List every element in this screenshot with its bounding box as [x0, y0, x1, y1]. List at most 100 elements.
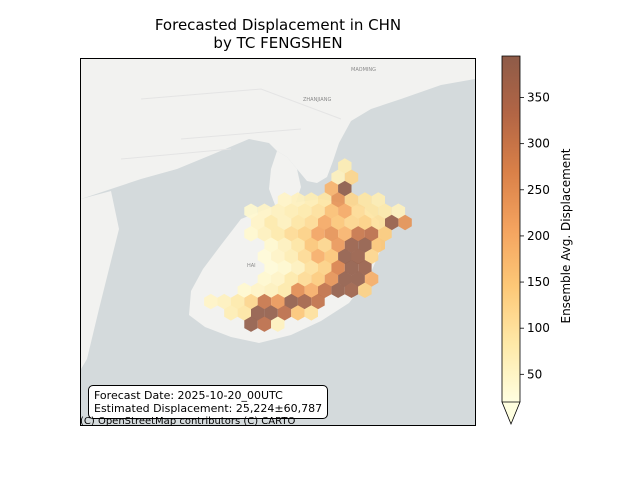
- hex-cell: [318, 192, 332, 208]
- hex-cell: [257, 316, 272, 332]
- hex-cell: [311, 203, 325, 219]
- label-hai: HAI: [247, 263, 256, 269]
- hex-cell: [324, 203, 339, 219]
- forecast-date-text: Forecast Date: 2025-10-20_00UTC: [94, 389, 283, 402]
- hex-cell: [364, 226, 379, 242]
- colorbar-tick-label: 350: [527, 91, 550, 105]
- hex-cell: [251, 305, 265, 321]
- forecast-info-box: Forecast Date: 2025-10-20_00UTC Estimate…: [88, 385, 329, 419]
- colorbar-tick-label: 150: [527, 275, 550, 289]
- vietnam-land: [81, 191, 119, 369]
- hex-cell: [338, 248, 352, 265]
- hex-cell: [378, 226, 392, 242]
- hex-cell: [237, 282, 251, 298]
- hex-cell: [244, 316, 258, 332]
- hex-cell: [291, 214, 305, 231]
- hex-cell: [271, 293, 285, 310]
- hex-cell: [351, 226, 365, 242]
- colorbar: 50 100 150 200 250 300 350: [501, 55, 550, 426]
- chart-title-line2: by TC FENGSHEN: [213, 34, 343, 52]
- hex-cell: [257, 271, 272, 287]
- map-panel[interactable]: MAOMING ZHANJIANG HAI: [80, 58, 476, 426]
- hex-cell: [378, 203, 392, 219]
- hex-cell: [251, 282, 265, 298]
- hex-cell: [284, 248, 298, 265]
- hexbin-layer: [204, 158, 412, 332]
- hex-cell: [257, 248, 272, 265]
- hex-cell: [271, 203, 285, 219]
- hex-cell: [271, 248, 285, 265]
- hex-cell: [304, 282, 318, 298]
- hex-cell: [351, 271, 365, 287]
- hex-cell: [338, 271, 352, 287]
- hex-cell: [311, 271, 325, 287]
- hex-cell: [297, 226, 312, 242]
- hex-cell: [291, 192, 305, 208]
- hex-cell: [251, 214, 265, 231]
- hex-cell: [371, 214, 385, 231]
- hex-cell: [291, 305, 305, 321]
- hex-cell: [318, 260, 332, 276]
- hex-cell: [291, 237, 305, 253]
- hex-cell: [311, 293, 325, 310]
- hex-cell: [331, 282, 345, 298]
- hex-cell: [264, 260, 278, 276]
- hex-cell: [344, 214, 359, 231]
- hex-cell: [304, 305, 318, 321]
- hex-cell: [257, 226, 272, 242]
- hex-cell: [331, 169, 345, 185]
- hex-cell: [264, 305, 278, 321]
- hex-cell: [331, 237, 345, 253]
- hex-cell: [304, 192, 318, 208]
- hex-cell: [351, 203, 365, 219]
- hex-cell: [271, 271, 285, 287]
- hex-cell: [318, 214, 332, 231]
- hex-cell: [284, 203, 298, 219]
- hex-cell: [230, 293, 245, 310]
- hex-cell: [297, 248, 312, 265]
- hex-cell: [385, 214, 399, 231]
- hex-cell: [244, 293, 258, 310]
- hex-cell: [217, 293, 231, 310]
- colorbar-tick-label: 200: [527, 229, 550, 243]
- hex-cell: [351, 248, 365, 265]
- colorbar-tick-label: 50: [527, 367, 542, 381]
- estimated-displacement-text: Estimated Displacement: 25,224±60,787: [94, 402, 323, 415]
- hex-cell: [237, 305, 251, 321]
- hex-cell: [324, 271, 339, 287]
- label-zhanjiang: ZHANJIANG: [303, 97, 331, 103]
- hex-cell: [244, 203, 258, 219]
- hex-cell: [264, 282, 278, 298]
- hex-cell: [304, 237, 318, 253]
- hex-cell: [291, 260, 305, 276]
- hex-cell: [277, 214, 292, 231]
- hex-cell: [358, 192, 372, 208]
- map-canvas[interactable]: MAOMING ZHANJIANG HAI: [81, 59, 475, 425]
- hex-cell: [277, 305, 292, 321]
- hex-cell: [318, 237, 332, 253]
- hex-cell: [271, 316, 285, 332]
- hex-cell: [331, 214, 345, 231]
- hex-cell: [284, 226, 298, 242]
- hex-cell: [358, 282, 372, 298]
- hex-cell: [358, 237, 372, 253]
- road-lines: [120, 88, 342, 160]
- hex-cell: [257, 293, 272, 310]
- hex-cell: [277, 237, 292, 253]
- chart-title: Forecasted Displacement in CHN by TC FEN…: [80, 16, 476, 52]
- hex-cell: [311, 248, 325, 265]
- hex-cell: [358, 214, 372, 231]
- label-maoming: MAOMING: [351, 67, 376, 73]
- hex-cell: [324, 248, 339, 265]
- hex-cell: [324, 226, 339, 242]
- hex-cell: [364, 248, 379, 265]
- hex-cell: [224, 305, 238, 321]
- hex-cell: [297, 271, 312, 287]
- colorbar-label: Ensemble Avg. Displacement: [559, 148, 573, 324]
- colorbar-ticks: 50 100 150 200 250 300 350: [520, 91, 550, 381]
- hex-cell: [324, 180, 339, 197]
- hex-cell: [344, 169, 359, 185]
- colorbar-tick-label: 250: [527, 183, 550, 197]
- hex-cell: [284, 271, 298, 287]
- hex-cell: [331, 192, 345, 208]
